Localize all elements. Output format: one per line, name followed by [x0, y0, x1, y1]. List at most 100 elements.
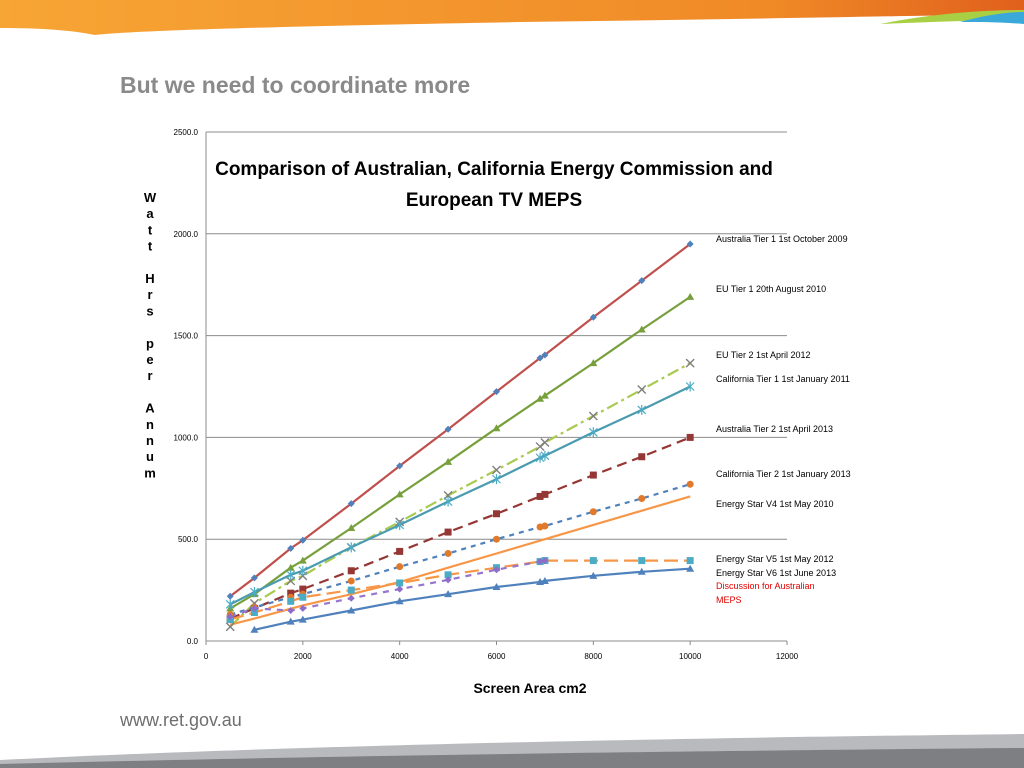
data-point — [637, 325, 646, 333]
bottom-banner — [0, 734, 1024, 768]
data-point — [395, 519, 405, 530]
data-point — [443, 496, 453, 507]
x-axis-label: Screen Area cm2 — [473, 680, 586, 696]
x-tick-label: 6000 — [488, 652, 506, 661]
top-banner-orange — [0, 0, 1024, 35]
data-point — [347, 586, 355, 594]
legend-label: EU Tier 1 20th August 2010 — [716, 284, 826, 294]
data-point — [299, 536, 307, 544]
data-point — [638, 453, 646, 461]
legend-label: Energy Star V4 1st May 2010 — [716, 499, 834, 509]
data-point — [287, 544, 295, 552]
data-point — [444, 549, 452, 557]
data-point — [396, 547, 404, 555]
legend-label: California Tier 2 1st January 2013 — [716, 469, 851, 479]
data-point — [250, 604, 258, 612]
data-point — [226, 592, 234, 600]
data-point — [685, 358, 695, 368]
top-banner-green — [880, 10, 1024, 24]
chart-text: 0.0 500.0 1000.0 1500.0 2000.0 2500.0 0 2000 400… — [144, 128, 851, 696]
data-point — [540, 576, 549, 584]
data-point — [588, 411, 598, 421]
data-point — [444, 590, 453, 598]
y-tick-label: 500.0 — [178, 535, 199, 544]
data-point — [298, 565, 308, 576]
series-line — [254, 567, 691, 631]
data-point — [686, 292, 695, 300]
data-point — [347, 500, 355, 508]
data-point — [396, 579, 404, 587]
data-point — [686, 433, 694, 441]
data-point — [536, 394, 545, 402]
legend-label: EU Tier 2 1st April 2012 — [716, 350, 811, 360]
data-point — [493, 566, 500, 574]
data-point — [286, 569, 296, 580]
data-point — [589, 471, 597, 479]
bottom-banner-dark — [0, 748, 1024, 768]
top-banner — [0, 0, 1024, 35]
data-point — [287, 597, 295, 605]
data-point — [686, 240, 694, 248]
data-point — [396, 585, 404, 593]
legend-label: Discussion for Australian — [716, 581, 815, 591]
data-point — [347, 567, 355, 575]
data-point — [347, 606, 356, 614]
legend-label: California Tier 1 1st January 2011 — [716, 374, 850, 384]
data-point — [541, 351, 549, 359]
series-line — [229, 559, 546, 618]
data-point — [347, 577, 355, 585]
data-point — [589, 508, 597, 516]
data-point — [299, 585, 307, 593]
data-point — [298, 556, 307, 564]
data-point — [638, 494, 646, 502]
legend-label: Australia Tier 2 1st April 2013 — [716, 424, 833, 434]
data-point — [492, 465, 501, 475]
data-point — [226, 613, 234, 621]
series-line — [229, 495, 691, 626]
data-point — [637, 567, 646, 575]
series-line — [229, 559, 691, 621]
legend-label: Australia Tier 1 1st October 2009 — [716, 234, 848, 244]
data-point — [588, 427, 598, 438]
data-point — [396, 563, 404, 571]
data-point — [444, 571, 452, 579]
data-point — [541, 490, 549, 498]
data-point — [299, 593, 307, 601]
data-point — [395, 597, 404, 605]
data-point — [249, 587, 259, 598]
x-tick-label: 0 — [204, 652, 209, 661]
chart-svg: 0.0 500.0 1000.0 1500.0 2000.0 2500.0 0 2000 400… — [144, 128, 851, 696]
data-point — [685, 381, 695, 392]
data-point — [493, 535, 500, 543]
data-point — [493, 388, 500, 396]
chart-title: European TV MEPS — [406, 190, 582, 211]
data-point — [492, 474, 501, 485]
x-tick-label: 12000 — [776, 652, 799, 661]
data-point — [346, 542, 356, 553]
data-point — [287, 589, 295, 597]
data-point — [589, 359, 598, 367]
data-point — [287, 606, 295, 614]
legend-label: MEPS — [716, 595, 742, 605]
data-point — [541, 557, 549, 565]
y-tick-label: 0.0 — [187, 637, 199, 646]
data-point — [250, 608, 258, 616]
chart-container: 0.0 500.0 1000.0 1500.0 2000.0 2500.0 0 2000 400… — [136, 118, 876, 708]
y-tick-label: 2500.0 — [174, 128, 199, 137]
legend-label: Energy Star V6 1st June 2013 — [716, 568, 836, 578]
data-point — [535, 452, 545, 463]
slide-title: But we need to coordinate more — [120, 72, 471, 98]
data-point — [395, 490, 404, 498]
data-point — [492, 424, 501, 432]
data-point — [638, 277, 646, 285]
y-tick-label: 2000.0 — [174, 230, 199, 239]
data-point — [347, 594, 355, 602]
data-point — [686, 557, 694, 565]
top-banner-blue — [960, 12, 1024, 24]
data-point — [286, 563, 295, 571]
data-point — [540, 391, 549, 399]
data-point — [444, 457, 453, 465]
x-tick-label: 4000 — [391, 652, 409, 661]
data-point — [541, 522, 549, 530]
